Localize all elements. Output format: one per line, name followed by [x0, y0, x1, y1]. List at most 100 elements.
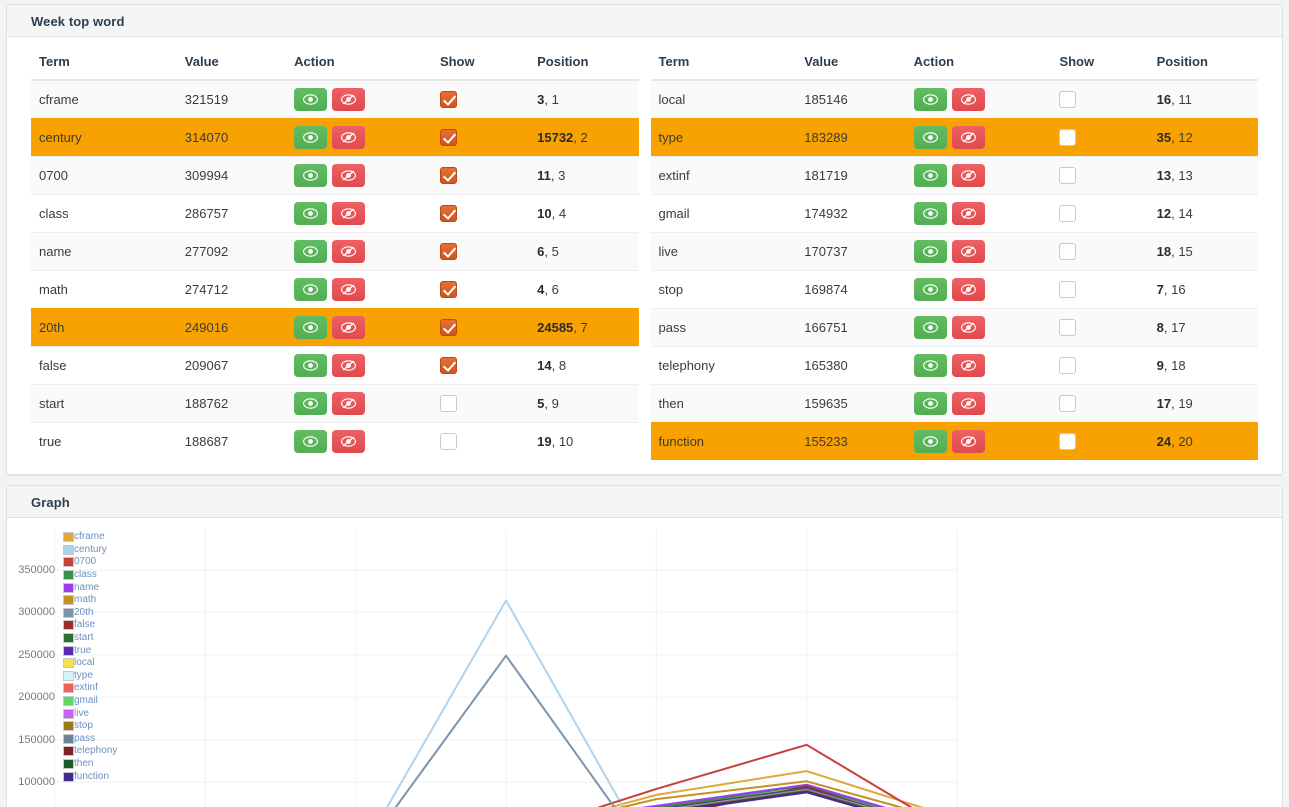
table-row[interactable]: cframe 321519 3, 1	[31, 79, 639, 119]
legend-item[interactable]: class	[63, 569, 117, 582]
hide-term-button[interactable]	[332, 126, 366, 149]
hide-term-button[interactable]	[951, 430, 985, 453]
table-row[interactable]: type 183289 35, 12	[650, 118, 1258, 157]
show-checkbox[interactable]	[439, 205, 457, 223]
column-header-value[interactable]: Value	[796, 45, 906, 81]
legend-item[interactable]: telephony	[63, 745, 117, 758]
hide-term-button[interactable]	[332, 316, 366, 339]
show-checkbox[interactable]	[1059, 357, 1077, 375]
show-term-button[interactable]	[913, 392, 947, 415]
show-term-button[interactable]	[294, 88, 328, 111]
show-term-button[interactable]	[294, 354, 328, 377]
column-header-value[interactable]: Value	[176, 45, 287, 81]
legend-item[interactable]: start	[63, 632, 117, 645]
hide-term-button[interactable]	[951, 278, 985, 301]
show-term-button[interactable]	[913, 126, 947, 149]
table-row[interactable]: class 286757 10, 4	[31, 194, 639, 233]
table-row[interactable]: function 155233 24, 20	[650, 422, 1258, 460]
table-row[interactable]: then 159635 17, 19	[650, 384, 1258, 423]
column-header-position[interactable]: Position	[1148, 45, 1258, 81]
show-term-button[interactable]	[913, 240, 947, 263]
show-checkbox[interactable]	[1059, 433, 1077, 451]
hide-term-button[interactable]	[951, 392, 985, 415]
legend-item[interactable]: extinf	[63, 682, 117, 695]
show-checkbox[interactable]	[439, 319, 457, 337]
legend-item[interactable]: type	[63, 670, 117, 683]
show-term-button[interactable]	[913, 278, 947, 301]
hide-term-button[interactable]	[332, 430, 366, 453]
show-term-button[interactable]	[294, 164, 328, 187]
show-checkbox[interactable]	[1059, 205, 1077, 223]
column-header-position[interactable]: Position	[529, 45, 639, 81]
hide-term-button[interactable]	[332, 354, 366, 377]
legend-item[interactable]: cframe	[63, 531, 117, 544]
legend-item[interactable]: true	[63, 644, 117, 657]
show-term-button[interactable]	[294, 430, 328, 453]
table-row[interactable]: century 314070 15732, 2	[31, 118, 639, 157]
hide-term-button[interactable]	[332, 88, 366, 111]
table-row[interactable]: local 185146 16, 11	[650, 79, 1258, 119]
table-row[interactable]: name 277092 6, 5	[31, 232, 639, 271]
table-row[interactable]: live 170737 18, 15	[650, 232, 1258, 271]
show-checkbox[interactable]	[1059, 395, 1077, 413]
show-term-button[interactable]	[294, 392, 328, 415]
legend-item[interactable]: name	[63, 581, 117, 594]
show-term-button[interactable]	[913, 88, 947, 111]
hide-term-button[interactable]	[332, 240, 366, 263]
table-row[interactable]: telephony 165380 9, 18	[650, 346, 1258, 385]
show-checkbox[interactable]	[439, 281, 457, 299]
hide-term-button[interactable]	[951, 240, 985, 263]
show-term-button[interactable]	[913, 202, 947, 225]
show-checkbox[interactable]	[439, 395, 457, 413]
show-term-button[interactable]	[294, 126, 328, 149]
show-checkbox[interactable]	[1059, 243, 1077, 261]
table-row[interactable]: start 188762 5, 9	[31, 384, 639, 423]
hide-term-button[interactable]	[332, 202, 366, 225]
hide-term-button[interactable]	[332, 164, 366, 187]
table-row[interactable]: 0700 309994 11, 3	[31, 156, 639, 195]
hide-term-button[interactable]	[951, 354, 985, 377]
show-term-button[interactable]	[294, 316, 328, 339]
show-checkbox[interactable]	[439, 91, 457, 109]
show-checkbox[interactable]	[1059, 167, 1077, 185]
legend-item[interactable]: math	[63, 594, 117, 607]
legend-item[interactable]: function	[63, 770, 117, 783]
legend-item[interactable]: then	[63, 758, 117, 771]
show-term-button[interactable]	[294, 240, 328, 263]
show-term-button[interactable]	[913, 354, 947, 377]
table-row[interactable]: 20th 249016 24585, 7	[31, 308, 639, 347]
show-checkbox[interactable]	[439, 357, 457, 375]
legend-item[interactable]: stop	[63, 720, 117, 733]
table-row[interactable]: false 209067 14, 8	[31, 346, 639, 385]
show-checkbox[interactable]	[1059, 281, 1077, 299]
show-checkbox[interactable]	[439, 243, 457, 261]
hide-term-button[interactable]	[951, 126, 985, 149]
show-checkbox[interactable]	[1059, 129, 1077, 147]
show-checkbox[interactable]	[439, 433, 457, 451]
table-row[interactable]: stop 169874 7, 16	[650, 270, 1258, 309]
column-header-term[interactable]: Term	[650, 45, 797, 81]
legend-item[interactable]: gmail	[63, 695, 117, 708]
hide-term-button[interactable]	[951, 88, 985, 111]
table-row[interactable]: true 188687 19, 10	[31, 422, 639, 460]
legend-item[interactable]: 0700	[63, 556, 117, 569]
legend-item[interactable]: century	[63, 544, 117, 557]
show-term-button[interactable]	[913, 164, 947, 187]
hide-term-button[interactable]	[951, 316, 985, 339]
show-term-button[interactable]	[913, 316, 947, 339]
show-checkbox[interactable]	[1059, 91, 1077, 109]
legend-item[interactable]: 20th	[63, 607, 117, 620]
show-term-button[interactable]	[913, 430, 947, 453]
show-checkbox[interactable]	[439, 167, 457, 185]
table-row[interactable]: pass 166751 8, 17	[650, 308, 1258, 347]
legend-item[interactable]: live	[63, 707, 117, 720]
table-row[interactable]: extinf 181719 13, 13	[650, 156, 1258, 195]
show-term-button[interactable]	[294, 278, 328, 301]
legend-item[interactable]: pass	[63, 733, 117, 746]
hide-term-button[interactable]	[332, 392, 366, 415]
column-header-term[interactable]: Term	[31, 45, 177, 81]
show-checkbox[interactable]	[1059, 319, 1077, 337]
legend-item[interactable]: local	[63, 657, 117, 670]
hide-term-button[interactable]	[951, 164, 985, 187]
show-term-button[interactable]	[294, 202, 328, 225]
